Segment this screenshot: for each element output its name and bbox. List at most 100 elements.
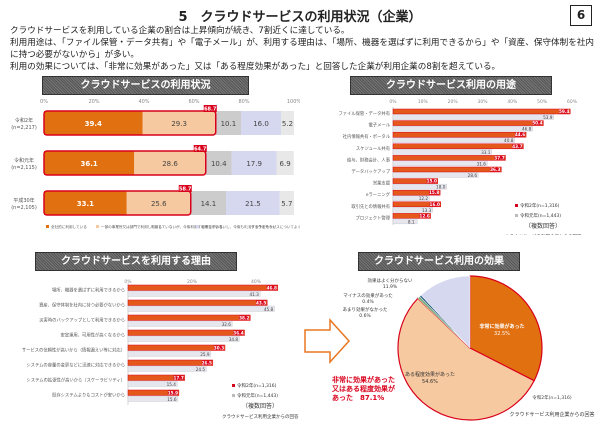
usage-effect-banner: クラウドサービス利用の効果: [358, 252, 520, 271]
x-tick-label: 20%: [448, 99, 459, 105]
bar-current: [127, 374, 185, 381]
category-label: 令和2年: [15, 117, 33, 124]
bar-current: [392, 201, 441, 208]
x-tick-label: 40%: [138, 99, 149, 105]
category-label: 取引先との情報共有: [351, 203, 390, 210]
category-label: スケジュール共有: [356, 145, 391, 152]
data-label: 39.4: [85, 120, 102, 128]
data-label: 18.0: [436, 185, 446, 190]
data-label-bg: [213, 345, 224, 350]
slice-label: ある程度効果があった: [405, 371, 455, 378]
total-badge: [178, 185, 192, 192]
data-label: 8.1: [408, 219, 415, 224]
total-outline: [43, 190, 192, 216]
data-label-bg: [239, 315, 250, 320]
pie-slice: [397, 297, 535, 421]
bar-previous: [392, 172, 479, 178]
x-tick-label: 0%: [124, 279, 132, 285]
bar-segment: [44, 191, 127, 215]
data-label-bg: [201, 360, 212, 365]
data-label: 24.5: [196, 367, 206, 372]
x-tick-label: 40%: [507, 99, 518, 105]
legend-swatch: [96, 225, 99, 228]
summary-line: クラウドサービスを利用している企業の割合は上昇傾向が続き、7割近くに達している。: [10, 26, 350, 36]
data-label-bg: [429, 202, 440, 207]
category-label: データバックアップ: [351, 168, 390, 175]
page-title: 5 クラウドサービスの利用状況（企業）: [178, 10, 422, 25]
data-label: 16.0: [253, 120, 269, 128]
data-label-bg: [429, 190, 440, 195]
legend-swatch: [515, 204, 518, 207]
data-label: 46.8: [267, 286, 277, 291]
category-label: システムの拡張性が高いから（スケーラビリティ）: [27, 377, 125, 384]
bar-current: [127, 299, 268, 306]
bar-current: [127, 359, 214, 366]
category-label: 社内情報共有・ポータル: [343, 133, 391, 140]
data-label: 33.1: [481, 150, 491, 155]
data-label: 6.9: [280, 160, 291, 168]
data-label: 15.8: [429, 190, 439, 195]
slice-label: 効果はよく分からない: [368, 277, 413, 284]
total-outline: [43, 110, 217, 136]
data-label-bg: [167, 390, 178, 395]
bar-previous: [392, 149, 492, 155]
data-label: 32.6: [222, 322, 232, 327]
data-label: 5.7: [281, 200, 292, 208]
summary-line: 利用用途は、「ファイル保管・データ共有」や「電子メール」が、利用する理由は、「場…: [10, 38, 595, 60]
usage-reason-banner: クラウドサービスを利用する理由: [35, 252, 237, 271]
data-label-bg: [266, 285, 277, 290]
category-label: 給与、財務会計、人事: [347, 156, 391, 163]
category-label: eラーニング: [366, 191, 391, 198]
bar-segment: [134, 151, 206, 175]
data-label: 29.3: [171, 120, 187, 128]
bar-segment: [190, 191, 226, 215]
legend-swatch: [146, 225, 149, 228]
legend-swatch: [515, 214, 518, 217]
x-tick-label: 20%: [187, 279, 198, 285]
bar-previous: [392, 137, 515, 143]
data-label: 28.6: [468, 173, 478, 178]
category-label: 既存システムよりもコストが安いから: [52, 392, 125, 399]
category-label: サービスの信頼性が高いから（情報漏えい等に対応）: [22, 347, 125, 354]
data-label: 37.7: [494, 155, 504, 160]
bar-previous: [392, 183, 447, 190]
bar-previous: [127, 380, 178, 387]
x-tick-label: 50%: [537, 99, 548, 105]
data-label: 17.9: [246, 160, 262, 168]
x-tick-label: 20%: [88, 99, 99, 105]
legend-label: 令和2年(n=1,316): [237, 382, 277, 389]
usage-purpose-banner: クラウドサービス利用の用途: [350, 76, 552, 95]
data-label: 26.5: [202, 361, 212, 366]
data-label: 15.4: [167, 382, 177, 387]
data-label: 41.3: [249, 292, 259, 297]
bar-previous: [392, 207, 433, 213]
bar-segment: [276, 151, 294, 175]
data-label: 17.7: [173, 376, 183, 381]
slice-value: 54.6%: [422, 379, 438, 385]
bar-segment: [215, 111, 241, 135]
usage-effect-chart: 非常に効果があった32.5%ある程度効果があった54.6%効果はよく分からない1…: [332, 275, 595, 421]
bar-current: [392, 178, 438, 184]
data-label-bg: [419, 213, 430, 218]
data-label: 12.6: [419, 213, 429, 218]
legend-label: 令和元年(n=1,443): [237, 392, 278, 399]
data-label: 50.4: [532, 121, 542, 126]
callout-text: あった 87.1%: [332, 393, 384, 402]
callout-text: 又はある程度効果が: [332, 384, 395, 393]
data-label: 5.2: [282, 120, 293, 128]
legend-swatch: [246, 225, 249, 228]
slice-value: 11.9%: [383, 284, 398, 290]
data-label: 10.1: [221, 120, 237, 128]
legend-label: 利用していないが、今後利用する予定がある: [151, 224, 223, 229]
data-label: 33.1: [77, 200, 94, 208]
data-label: 14.1: [201, 200, 217, 208]
data-label: 36.1: [80, 160, 97, 168]
data-label: 36.4: [233, 331, 243, 336]
bar-current: [392, 143, 524, 150]
category-label: 営業支援: [373, 180, 391, 187]
data-label: 46.8: [522, 127, 532, 132]
bar-segment: [226, 191, 280, 215]
category-label: 資産、保守体制を社内に持つ必要がないから: [39, 302, 125, 309]
legend-label: 令和2年(n=1,316): [520, 202, 560, 209]
category-label: 場所、機器を選ばずに利用できるから: [52, 287, 125, 294]
